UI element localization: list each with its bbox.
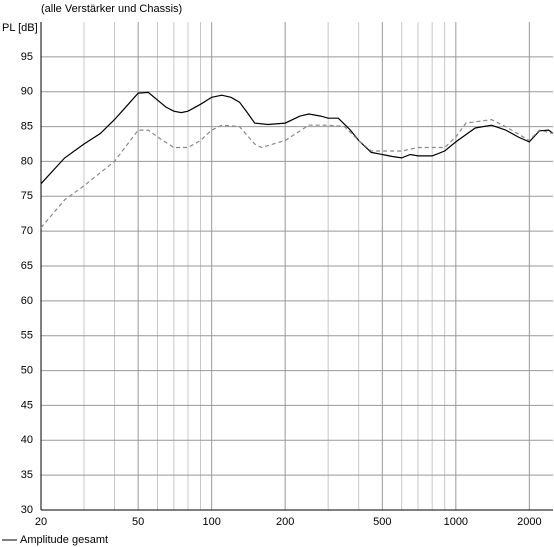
y-tick-label: 65 [21, 260, 33, 272]
y-tick-label: 30 [21, 504, 33, 516]
y-tick-label: 60 [21, 295, 33, 307]
series-line [40, 118, 554, 229]
chart-subtitle: (alle Verstärker und Chassis) [41, 3, 182, 15]
y-tick-label: 35 [21, 469, 33, 481]
x-tick-label: 20 [35, 516, 47, 528]
x-tick-label: 50 [132, 516, 144, 528]
x-tick-label: 500 [373, 516, 391, 528]
y-tick-label: 45 [21, 399, 33, 411]
y-axis-label: PL [dB] [2, 22, 38, 34]
y-tick-label: 40 [21, 434, 33, 446]
y-tick-label: 90 [21, 86, 33, 98]
x-tick-label: 2000 [517, 516, 541, 528]
legend-label: Amplitude gesamt [20, 534, 108, 546]
y-tick-label: 70 [21, 225, 33, 237]
x-tick-label: 1000 [444, 516, 468, 528]
series-line [40, 91, 554, 185]
y-tick-label: 80 [21, 155, 33, 167]
y-tick-label: 85 [21, 120, 33, 132]
x-tick-label: 200 [276, 516, 294, 528]
y-tick-label: 95 [21, 51, 33, 63]
x-tick-label: 100 [202, 516, 220, 528]
y-tick-label: 55 [21, 330, 33, 342]
y-tick-label: 50 [21, 364, 33, 376]
y-tick-label: 75 [21, 190, 33, 202]
